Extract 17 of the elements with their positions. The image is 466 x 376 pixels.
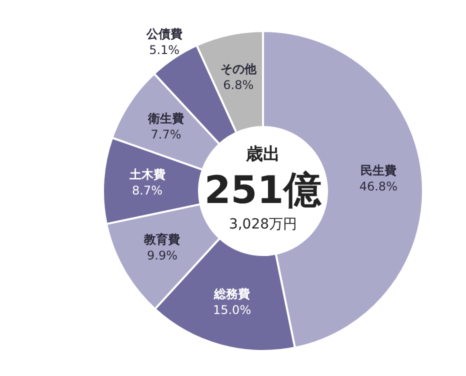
slice-label: 公債費 (145, 26, 182, 41)
data-label: 7.7% (150, 127, 182, 142)
text: 3,028万円 (228, 216, 298, 233)
text: 251億 (204, 168, 323, 212)
data-label: 15.0% (212, 302, 252, 317)
data-label: 6.8% (223, 78, 254, 92)
slice-label: その他 (220, 62, 258, 76)
slice-label: 総務費 (213, 286, 250, 301)
data-label: 8.7% (132, 183, 162, 198)
data-label: 9.9% (146, 248, 178, 263)
data-label: 46.8% (359, 179, 398, 194)
slice-label: 土木費 (128, 167, 166, 182)
text: 歳出 (245, 144, 280, 164)
slice-label: 民生費 (360, 163, 396, 178)
data-label: 5.1% (149, 42, 180, 57)
slice-label: 衛生費 (147, 111, 184, 126)
slice-label: 教育費 (143, 232, 180, 247)
